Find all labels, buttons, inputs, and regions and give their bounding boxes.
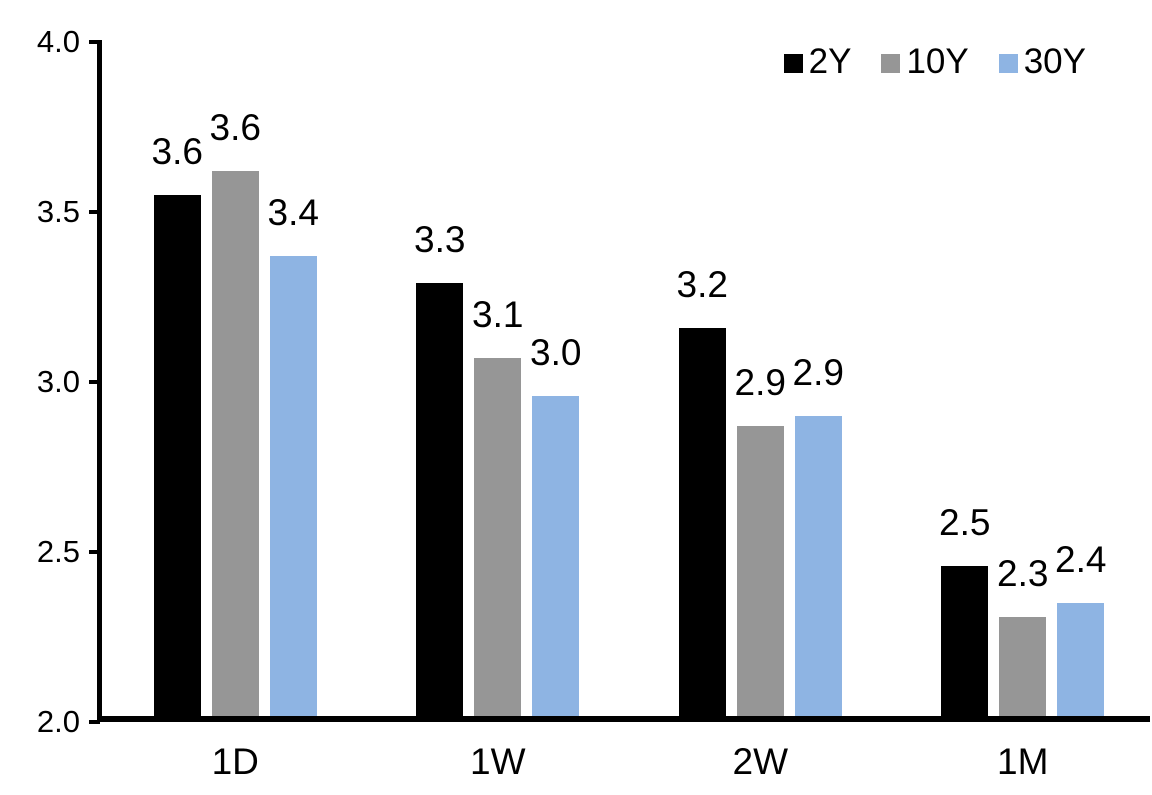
bar-value-label-2y-1d: 3.6 xyxy=(151,131,203,172)
legend-item-30y: 30Y xyxy=(998,42,1086,81)
bar-2y-1w xyxy=(416,283,464,719)
x-tick-label-1w: 1W xyxy=(470,741,526,782)
bar-2y-2w xyxy=(678,327,726,719)
bar-value-label-2y-2w: 3.2 xyxy=(676,263,728,305)
y-axis-tick xyxy=(89,210,100,214)
bar-value-label-2y-1m: 2.5 xyxy=(939,501,991,543)
bar-value-label-30y-1m: 2.4 xyxy=(1055,539,1107,580)
legend: 2Y 10Y 30Y xyxy=(783,42,1086,81)
bar-value-label-10y-2w: 2.9 xyxy=(734,362,786,404)
y-axis-line xyxy=(97,40,102,722)
y-tick-label: 4.0 xyxy=(36,24,80,59)
bar-30y-2w xyxy=(794,416,842,719)
y-tick-label: 2.0 xyxy=(36,704,80,739)
legend-item-2y: 2Y xyxy=(783,42,852,81)
x-tick-label-1m: 1M xyxy=(997,741,1049,782)
y-tick-label: 3.5 xyxy=(36,194,80,229)
y-tick-label: 2.5 xyxy=(36,534,80,569)
bar-value-label-10y-1m: 2.3 xyxy=(997,552,1049,594)
bar-value-label-10y-1w: 3.1 xyxy=(472,294,524,336)
bar-30y-1m xyxy=(1057,603,1105,719)
bar-value-label-10y-1d: 3.6 xyxy=(209,107,261,149)
legend-item-10y: 10Y xyxy=(881,42,969,81)
legend-label-2y: 2Y xyxy=(808,42,852,81)
legend-swatch-30y xyxy=(998,54,1018,73)
y-tick-label: 3.0 xyxy=(36,364,80,399)
bar-30y-1w xyxy=(532,395,580,719)
bar-value-label-30y-1w: 3.0 xyxy=(530,331,582,373)
bar-value-label-30y-1d: 3.4 xyxy=(267,192,319,234)
bar-2y-1d xyxy=(153,195,201,719)
bar-value-label-2y-1w: 3.3 xyxy=(414,219,466,261)
x-axis-line xyxy=(97,716,1150,722)
legend-swatch-10y xyxy=(881,54,901,73)
bar-30y-1d xyxy=(269,256,317,719)
bar-10y-1m xyxy=(999,616,1047,719)
bar-2y-1m xyxy=(941,565,989,719)
y-axis-tick xyxy=(89,720,100,724)
y-axis-tick xyxy=(89,40,100,44)
bar-10y-1d xyxy=(211,171,259,719)
legend-label-30y: 30Y xyxy=(1023,42,1086,81)
y-axis-tick xyxy=(89,380,100,384)
legend-swatch-2y xyxy=(783,54,803,73)
legend-label-10y: 10Y xyxy=(906,42,969,81)
x-tick-label-1d: 1D xyxy=(211,741,259,782)
y-axis-tick xyxy=(89,550,100,554)
bar-10y-1w xyxy=(474,358,522,719)
bar-value-label-30y-2w: 2.9 xyxy=(792,352,844,393)
bar-10y-2w xyxy=(736,426,784,719)
x-tick-label-2w: 2W xyxy=(732,741,789,782)
